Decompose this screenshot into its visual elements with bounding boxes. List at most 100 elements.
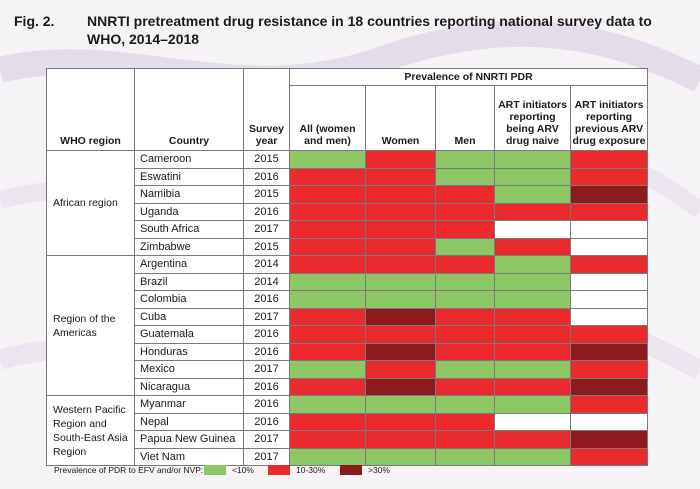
prevalence-cell-mid	[289, 255, 366, 274]
prevalence-cell-low	[289, 150, 366, 169]
prevalence-cell-mid	[570, 395, 648, 414]
year-cell: 2016	[243, 167, 290, 186]
prevalence-cell-mid	[435, 255, 495, 274]
prevalence-cell-mid	[435, 202, 495, 221]
year-cell: 2016	[243, 325, 290, 344]
prevalence-cell-low	[494, 167, 571, 186]
prevalence-cell-mid	[570, 325, 648, 344]
prevalence-cell-low	[435, 272, 495, 291]
country-cell: Argentina	[134, 255, 244, 274]
legend-item-low: <10%	[232, 465, 254, 475]
country-cell: Myanmar	[134, 395, 244, 414]
header-region: WHO region	[46, 68, 135, 151]
prevalence-cell-mid	[289, 202, 366, 221]
year-cell: 2017	[243, 430, 290, 449]
header-all: All (women and men)	[289, 85, 366, 151]
prevalence-cell-mid	[494, 202, 571, 221]
prevalence-cell-low	[435, 150, 495, 169]
prevalence-cell-low	[494, 290, 571, 309]
prevalence-cell-mid	[570, 360, 648, 379]
prevalence-cell-low	[435, 447, 495, 466]
table-row: Honduras 2016	[47, 342, 648, 361]
prevalence-cell-low	[365, 395, 436, 414]
prevalence-cell-mid	[494, 237, 571, 256]
prevalence-cell-low	[494, 255, 571, 274]
legend-item-mid: 10-30%	[296, 465, 326, 475]
prevalence-cell-mid	[289, 237, 366, 256]
prevalence-cell-low	[494, 272, 571, 291]
table-row: African region Cameroon 2015	[46, 150, 648, 256]
prevalence-cell-high	[365, 377, 436, 396]
table-row: Uganda 2016	[47, 202, 648, 221]
year-cell: 2014	[243, 255, 290, 274]
year-cell: 2016	[243, 342, 290, 361]
prevalence-cell-high	[570, 430, 648, 449]
header-men: Men	[435, 85, 495, 151]
prevalence-cell-mid	[289, 430, 366, 449]
year-cell: 2016	[243, 412, 290, 431]
prevalence-cell-low	[365, 272, 436, 291]
table-row: Eswatini 2016	[47, 167, 648, 186]
country-cell: Guatemala	[134, 325, 244, 344]
prevalence-cell-mid	[365, 360, 436, 379]
table-row: Cuba 2017	[47, 307, 648, 326]
country-cell: Colombia	[134, 290, 244, 309]
prevalence-cell-low	[494, 395, 571, 414]
table-row: Zimbabwe 2015	[47, 237, 648, 256]
prevalence-cell-mid	[365, 430, 436, 449]
prevalence-cell-none	[570, 237, 648, 256]
prevalence-cell-mid	[435, 325, 495, 344]
prevalence-cell-low	[435, 290, 495, 309]
prevalence-cell-mid	[365, 202, 436, 221]
prevalence-cell-high	[570, 185, 648, 204]
region-label: Region of the Americas	[46, 255, 135, 396]
year-cell: 2015	[243, 185, 290, 204]
prevalence-cell-high	[365, 307, 436, 326]
prevalence-cell-low	[289, 395, 366, 414]
table-row: Brazil 2014	[47, 272, 648, 291]
prevalence-cell-low	[494, 360, 571, 379]
prevalence-cell-none	[570, 290, 648, 309]
prevalence-cell-mid	[365, 220, 436, 239]
table-row: Western Pacific Region and South-East As…	[46, 395, 648, 466]
year-cell: 2015	[243, 237, 290, 256]
prevalence-cell-high	[570, 377, 648, 396]
prevalence-cell-mid	[365, 150, 436, 169]
prevalence-cell-high	[365, 342, 436, 361]
country-cell: South Africa	[134, 220, 244, 239]
prevalence-cell-low	[435, 395, 495, 414]
prevalence-cell-mid	[570, 447, 648, 466]
table-row: Nicaragua 2016	[47, 377, 648, 396]
year-cell: 2016	[243, 377, 290, 396]
prevalence-cell-low	[435, 360, 495, 379]
prevalence-cell-low	[289, 447, 366, 466]
country-cell: Cuba	[134, 307, 244, 326]
prevalence-cell-mid	[289, 220, 366, 239]
prevalence-cell-mid	[494, 430, 571, 449]
prevalence-cell-mid	[570, 202, 648, 221]
prevalence-cell-high	[570, 342, 648, 361]
prevalence-cell-low	[494, 447, 571, 466]
header-year: Survey year	[243, 68, 290, 151]
prevalence-cell-mid	[494, 377, 571, 396]
table-row: Viet Nam 2017	[47, 447, 648, 466]
prevalence-cell-low	[494, 150, 571, 169]
table-body: African region Cameroon 2015 Eswatini 2016 Na…	[46, 150, 648, 466]
header-country: Country	[134, 68, 244, 151]
prevalence-cell-low	[289, 290, 366, 309]
prevalence-cell-low	[289, 272, 366, 291]
prevalence-cell-mid	[289, 167, 366, 186]
prevalence-cell-mid	[435, 430, 495, 449]
prevalence-cell-none	[570, 307, 648, 326]
prevalence-cell-mid	[570, 255, 648, 274]
prevalence-cell-mid	[494, 307, 571, 326]
prevalence-cell-low	[365, 290, 436, 309]
country-cell: Papua New Guinea	[134, 430, 244, 449]
prevalence-cell-none	[494, 412, 571, 431]
prevalence-cell-none	[494, 220, 571, 239]
prevalence-cell-mid	[435, 307, 495, 326]
country-cell: Honduras	[134, 342, 244, 361]
country-cell: Cameroon	[134, 150, 244, 169]
legend-swatch-high	[340, 465, 362, 475]
prevalence-cell-low	[435, 237, 495, 256]
